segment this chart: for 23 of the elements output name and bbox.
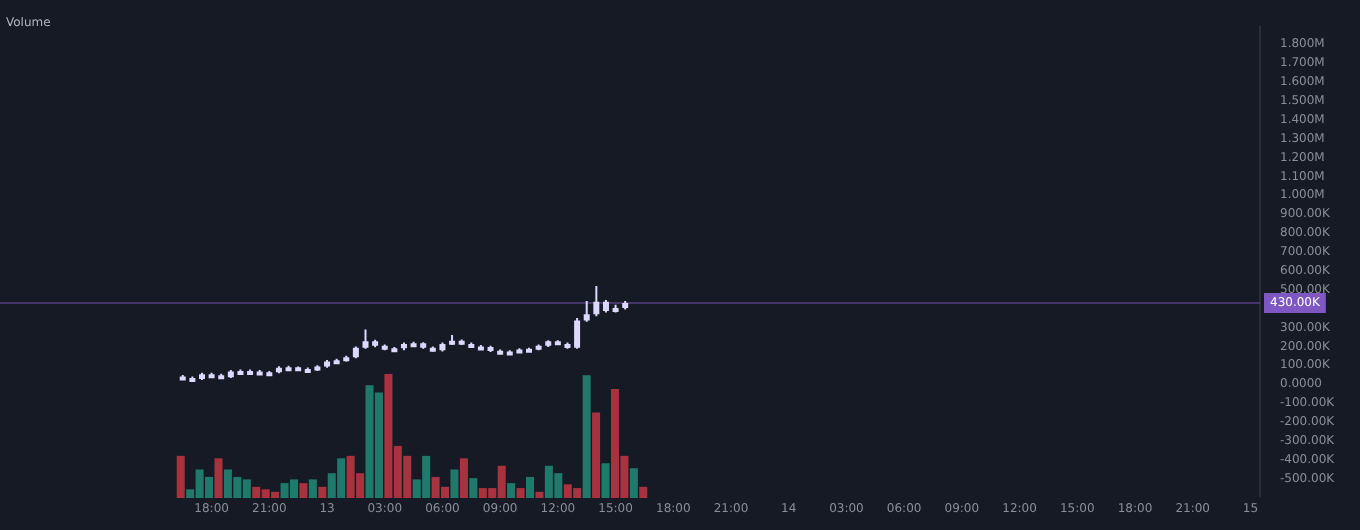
- bar: [525, 476, 535, 498]
- bar: [469, 478, 478, 498]
- bar: [507, 483, 516, 498]
- bar: [629, 468, 638, 498]
- bar: [374, 392, 383, 498]
- bar: [459, 458, 468, 498]
- bar: [308, 479, 317, 498]
- bar: [592, 412, 601, 498]
- candlestick: [593, 284, 600, 318]
- bar: [214, 458, 223, 498]
- candlestick: [574, 317, 581, 350]
- bar: [582, 375, 591, 498]
- bar: [639, 486, 648, 498]
- candlestick: [362, 328, 369, 350]
- bar: [450, 469, 459, 498]
- bar: [535, 491, 544, 498]
- bar: [516, 488, 525, 498]
- bar: [318, 486, 327, 498]
- bar: [289, 479, 299, 498]
- candlestick: [583, 300, 590, 323]
- bar: [601, 463, 610, 498]
- bar: [176, 455, 185, 498]
- bar: [299, 483, 308, 498]
